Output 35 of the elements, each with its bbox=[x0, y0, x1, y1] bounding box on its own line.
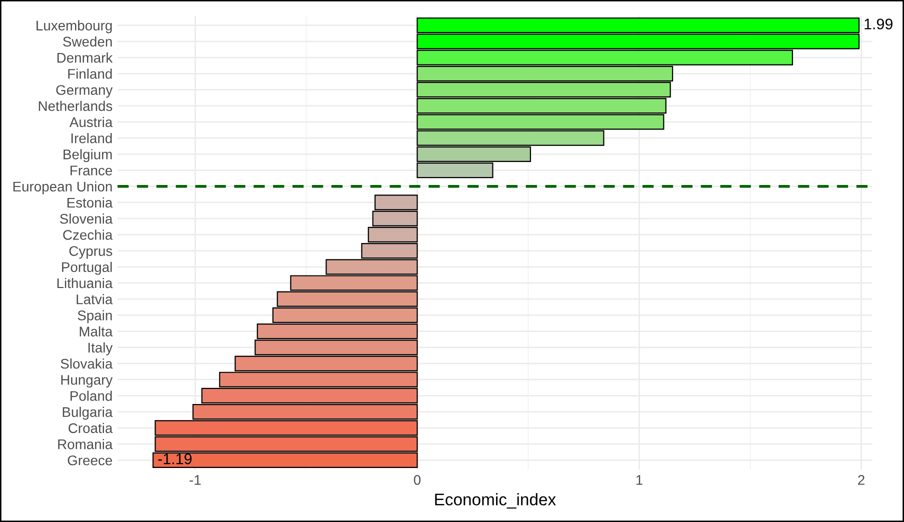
y-tick-label: Belgium bbox=[64, 149, 112, 162]
x-tick-label: 1 bbox=[636, 475, 642, 485]
y-tick-label: Czechia bbox=[63, 230, 113, 240]
y-tick-label: Portugal bbox=[62, 262, 112, 275]
y-tick-label: Bulgaria bbox=[62, 406, 113, 420]
y-tick-label: Slovakia bbox=[60, 358, 113, 369]
data-label: -1.19 bbox=[158, 453, 192, 464]
x-axis-title: Economic_index bbox=[435, 493, 556, 509]
y-tick-label: Ireland bbox=[71, 133, 112, 144]
y-tick-label: Luxembourg bbox=[36, 20, 112, 34]
y-tick-label: Hungary bbox=[61, 375, 113, 388]
y-tick-label: Sweden bbox=[63, 36, 112, 47]
y-tick-label: Germany bbox=[56, 85, 113, 98]
y-tick-label: Romania bbox=[58, 439, 113, 450]
y-tick-label: Finland bbox=[68, 68, 112, 79]
x-tick-label: -1 bbox=[190, 475, 201, 485]
y-tick-label: Latvia bbox=[76, 294, 113, 304]
y-tick-label: Poland bbox=[70, 390, 112, 401]
y-tick-label: France bbox=[70, 166, 112, 176]
y-tick-label: Croatia bbox=[68, 422, 113, 434]
y-tick-label: Slovenia bbox=[60, 214, 113, 224]
y-tick-label: Greece bbox=[68, 455, 112, 466]
y-tick-label: European Union bbox=[13, 181, 112, 194]
y-tick-label: Cyprus bbox=[69, 246, 112, 259]
y-tick-label: Lithuania bbox=[57, 278, 113, 288]
y-tick-label: Malta bbox=[80, 326, 113, 336]
y-tick-label: Netherlands bbox=[38, 100, 112, 112]
data-label: 1.99 bbox=[864, 18, 892, 30]
y-tick-label: Estonia bbox=[67, 197, 113, 208]
y-tick-label: Denmark bbox=[57, 52, 113, 63]
y-tick-label: Austria bbox=[69, 116, 113, 128]
x-tick-label: 2 bbox=[858, 475, 864, 485]
y-tick-label: Italy bbox=[88, 342, 113, 356]
x-tick-label: 0 bbox=[414, 475, 421, 485]
y-tick-label: Spain bbox=[78, 310, 112, 324]
